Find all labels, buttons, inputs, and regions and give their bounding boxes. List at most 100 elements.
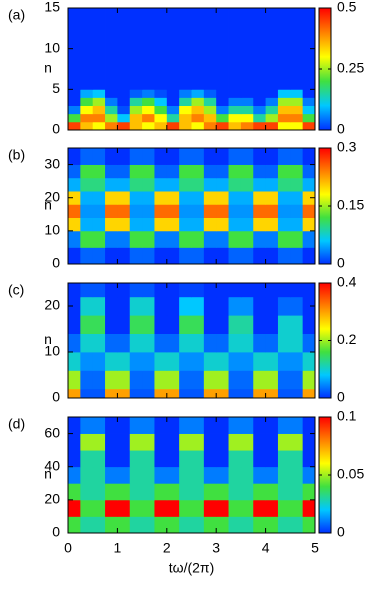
heat-cell (179, 164, 192, 179)
y-tick-label: 10 (44, 39, 60, 55)
heat-cell (105, 113, 118, 123)
heat-cell (105, 8, 118, 90)
heat-cell (253, 333, 266, 353)
heat-cell (166, 370, 180, 390)
heat-cell (129, 217, 143, 232)
heat-cell (191, 370, 205, 390)
heat-cell (166, 483, 180, 501)
heat-cell (68, 191, 81, 205)
heat-cell (129, 148, 143, 165)
heat-cell (68, 370, 81, 390)
heat-cell (92, 217, 106, 232)
heat-cell (154, 105, 168, 115)
heat-cell (179, 121, 192, 131)
heat-cell (290, 8, 304, 90)
heat-cell (240, 296, 254, 316)
heat-cell (68, 164, 81, 179)
heat-cell (203, 8, 217, 90)
heat-cell (265, 177, 279, 192)
heat-cell (216, 315, 229, 334)
heat-cell (80, 388, 94, 399)
heat-cell (166, 230, 180, 248)
heat-cell (216, 8, 229, 90)
heat-cell (166, 121, 180, 131)
heat-cell (154, 370, 168, 390)
heat-cell (216, 105, 229, 115)
heat-cell (80, 370, 94, 390)
heat-cell (142, 483, 155, 501)
heat-cell (142, 148, 155, 165)
heat-cell (203, 352, 217, 371)
heat-cell (142, 516, 155, 534)
heat-cell (92, 370, 106, 390)
heat-cell (80, 164, 94, 179)
heat-cell (68, 230, 81, 248)
heat-cell (302, 315, 316, 334)
heat-cell (203, 230, 217, 248)
heat-cell (105, 483, 118, 501)
colorbar-tick-label: 0.15 (337, 197, 364, 213)
y-tick-label: 0 (52, 389, 60, 405)
heat-cell (117, 247, 131, 265)
heat-cell (166, 466, 180, 484)
heat-cell (265, 333, 279, 353)
heat-cell (154, 352, 168, 371)
heat-cell (179, 483, 192, 501)
heat-cell (228, 315, 242, 334)
heat-cell (191, 433, 205, 451)
heat-cell (228, 417, 242, 434)
heat-cell (105, 121, 118, 131)
heat-cell (179, 417, 192, 434)
heat-cell (166, 388, 180, 399)
heat-cell (68, 450, 81, 468)
colorbar-tick-label: 0 (337, 524, 345, 540)
heat-cell (92, 352, 106, 371)
heat-cell (105, 516, 118, 534)
heat-cell (203, 283, 217, 298)
heat-cell (166, 113, 180, 123)
heat-cell (302, 247, 316, 265)
heat-cell (191, 204, 205, 218)
heat-cell (92, 177, 106, 192)
heat-cell (142, 230, 155, 248)
heat-cell (228, 333, 242, 353)
heat-cell (265, 283, 279, 298)
heat-cell (154, 230, 168, 248)
heat-cell (166, 283, 180, 298)
heat-cell (240, 105, 254, 115)
heat-cell (129, 388, 143, 399)
heat-cell (265, 296, 279, 316)
heat-cell (216, 113, 229, 123)
heat-cell (142, 191, 155, 205)
heat-cell (228, 433, 242, 451)
heat-cell (68, 352, 81, 371)
heat-cell (166, 499, 180, 517)
heat-cell (302, 97, 316, 106)
heat-cell (142, 204, 155, 218)
heat-cell (92, 450, 106, 468)
heat-cell (302, 8, 316, 90)
heat-cell (129, 177, 143, 192)
heat-cell (253, 113, 266, 123)
heat-cell (80, 315, 94, 334)
heat-cell (228, 296, 242, 316)
heat-cell (290, 148, 304, 165)
heat-cell (265, 388, 279, 399)
heat-cell (216, 121, 229, 131)
heat-cell (166, 97, 180, 106)
heat-cell (265, 97, 279, 106)
heat-cell (142, 8, 155, 90)
heat-cell (191, 97, 205, 106)
heat-cell (92, 164, 106, 179)
heat-cell (228, 450, 242, 468)
heat-cell (68, 388, 81, 399)
heat-cell (191, 89, 205, 98)
heat-cell (129, 483, 143, 501)
heat-cell (203, 370, 217, 390)
heat-cell (80, 352, 94, 371)
heat-cell (166, 217, 180, 232)
heat-cell (277, 121, 291, 131)
heat-cell (92, 247, 106, 265)
heat-cell (253, 499, 266, 517)
heat-cell (68, 204, 81, 218)
